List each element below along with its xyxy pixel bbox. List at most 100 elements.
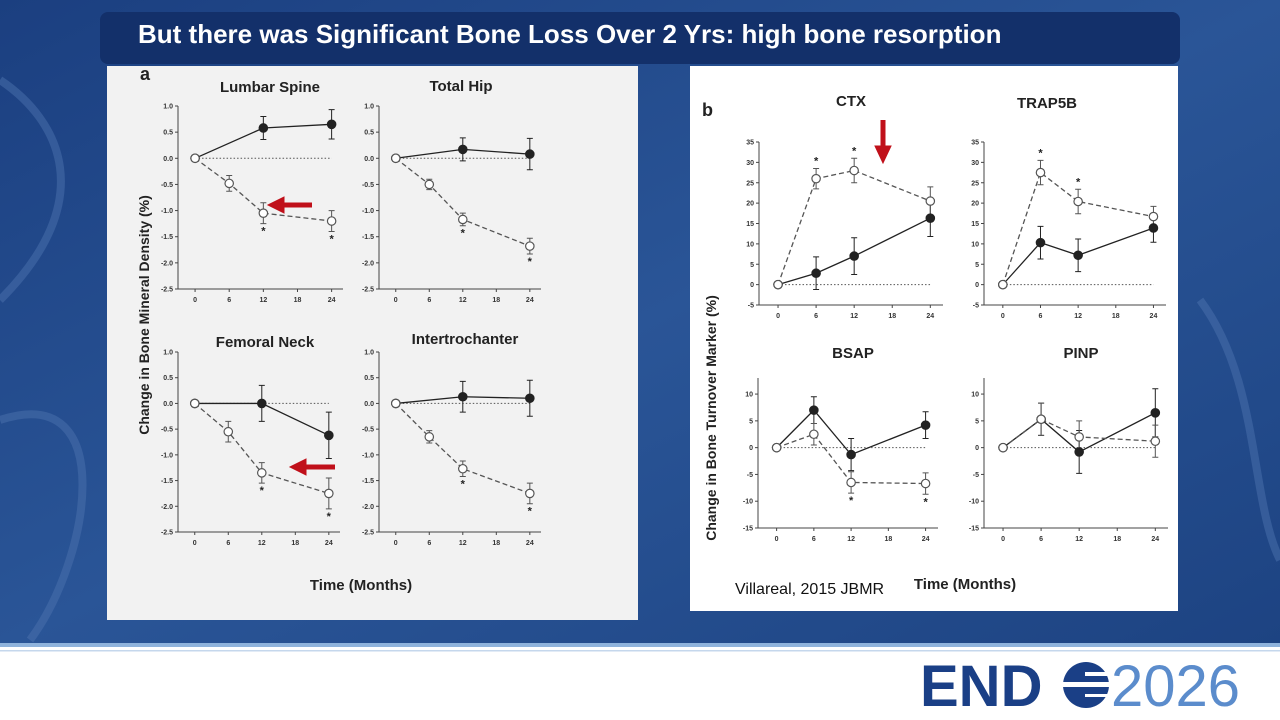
- y-tick-label: -15: [743, 526, 753, 533]
- x-tick-label: 24: [526, 297, 534, 304]
- x-tick-label: 12: [258, 540, 266, 547]
- data-point: [525, 393, 535, 404]
- y-tick-label: 35: [971, 140, 979, 147]
- data-point: [190, 153, 200, 164]
- y-tick-label: -1.0: [362, 208, 374, 215]
- y-tick-label: 0.0: [163, 156, 173, 163]
- data-point: [849, 251, 859, 261]
- footer-line: [0, 643, 1280, 647]
- x-tick-label: 0: [394, 297, 398, 304]
- y-tick-label: -1.0: [161, 208, 173, 215]
- data-point: [846, 449, 856, 460]
- data-point: [809, 405, 819, 415]
- y-tick-label: -2.0: [161, 504, 173, 511]
- data-point: [223, 426, 234, 437]
- series-line: [194, 157, 332, 222]
- chart-title: Femoral Neck: [216, 334, 315, 351]
- y-tick-label: 0.5: [364, 130, 374, 137]
- chart-title: Lumbar Spine: [220, 79, 320, 96]
- y-tick-label: 1.0: [163, 350, 173, 357]
- x-tick-label: 24: [926, 313, 934, 320]
- y-tick-label: -2.0: [362, 504, 374, 511]
- x-tick-label: 6: [812, 536, 816, 543]
- y-tick-label: 0: [975, 445, 979, 452]
- data-point: [1074, 432, 1084, 442]
- y-tick-label: -0.5: [161, 427, 173, 434]
- series-line: [1002, 412, 1156, 453]
- y-tick-label: 0: [749, 445, 753, 452]
- data-point: [525, 488, 535, 499]
- y-tick-label: 1.0: [364, 350, 374, 357]
- x-tick-label: 18: [1113, 536, 1121, 543]
- significance-mark: *: [528, 506, 533, 518]
- data-point: [1150, 436, 1161, 447]
- data-point: [1150, 408, 1161, 418]
- significance-mark: *: [461, 478, 466, 490]
- footer-line: [0, 650, 1280, 652]
- x-axis-label: Time (Months): [914, 576, 1016, 593]
- y-axis-label: Change in Bone Turnover Marker (%): [703, 295, 719, 541]
- y-tick-label: -5: [973, 472, 979, 479]
- chart: Intertrochanter 1.0 0.5 0.0 -0.5 -1.0 -1.5 -2.0…: [362, 331, 541, 547]
- series-line: [776, 409, 926, 456]
- series-line: [395, 157, 531, 247]
- x-tick-label: 18: [492, 540, 500, 547]
- chart-title: Total Hip: [429, 78, 492, 95]
- x-tick-label: 18: [291, 540, 299, 547]
- significance-mark: *: [814, 155, 819, 167]
- significance-mark: *: [852, 145, 857, 157]
- series-line: [1002, 418, 1156, 449]
- data-point: [326, 216, 337, 226]
- y-tick-label: 0: [750, 282, 754, 289]
- data-point: [771, 442, 782, 453]
- arrow-head: [266, 196, 285, 214]
- significance-mark: *: [923, 496, 928, 508]
- x-tick-label: 18: [1112, 313, 1120, 320]
- data-point: [326, 119, 337, 130]
- x-tick-label: 24: [1151, 536, 1159, 543]
- y-tick-label: -1.5: [161, 478, 173, 485]
- series-line: [776, 433, 926, 485]
- x-tick-label: 6: [1039, 536, 1043, 543]
- y-tick-label: 10: [745, 392, 753, 399]
- chart-title: BSAP: [832, 345, 874, 362]
- decor: [0, 76, 1280, 643]
- arrow-head: [288, 458, 307, 476]
- arrow-head: [874, 145, 892, 165]
- y-tick-label: 30: [971, 160, 979, 167]
- data-point: [224, 178, 235, 189]
- x-tick-label: 18: [492, 297, 500, 304]
- data-point: [846, 477, 856, 488]
- x-tick-label: 0: [776, 313, 780, 320]
- data-point: [998, 279, 1008, 290]
- x-tick-label: 12: [1074, 313, 1082, 320]
- data-point: [390, 398, 401, 409]
- y-tick-label: -1.0: [362, 452, 374, 459]
- series-line: [777, 169, 931, 285]
- y-tick-label: 15: [971, 221, 979, 228]
- series-line: [777, 217, 931, 286]
- x-tick-label: 12: [1075, 536, 1083, 543]
- y-tick-label: 25: [746, 180, 754, 187]
- chart-title: TRAP5B: [1017, 95, 1077, 112]
- y-tick-label: -2.5: [362, 530, 374, 537]
- y-axis-label: Change in Bone Mineral Density (%): [136, 195, 152, 435]
- y-tick-label: -10: [743, 499, 753, 506]
- y-tick-label: 0.5: [364, 375, 374, 382]
- x-tick-label: 12: [850, 313, 858, 320]
- y-tick-label: 15: [746, 221, 754, 228]
- significance-mark: *: [1038, 147, 1043, 159]
- y-tick-label: 5: [750, 262, 754, 269]
- logo-text: 2026: [1111, 654, 1240, 719]
- data-point: [1073, 250, 1083, 261]
- y-tick-label: 0.0: [364, 401, 374, 408]
- y-tick-label: -0.5: [362, 427, 374, 434]
- y-tick-label: -1.5: [161, 234, 173, 241]
- x-tick-label: 18: [294, 297, 302, 304]
- y-tick-label: 5: [749, 418, 753, 425]
- data-point: [1036, 414, 1046, 425]
- chart: PINP 10 5 0 -5 -10 -15 0 6 12 18 24: [969, 345, 1168, 543]
- x-tick-label: 24: [328, 297, 336, 304]
- title-bar: [100, 12, 1180, 64]
